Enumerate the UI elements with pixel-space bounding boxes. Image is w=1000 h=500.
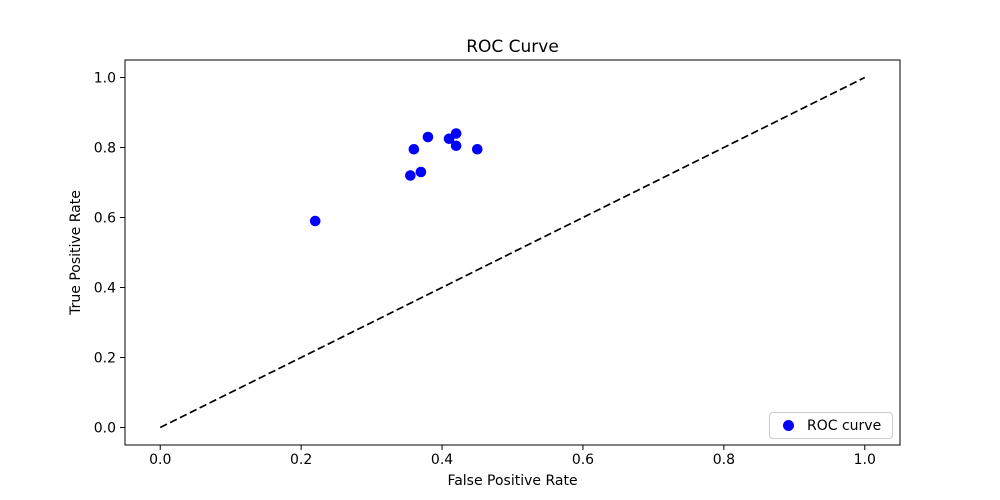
chart-title: ROC Curve — [466, 37, 559, 57]
y-tick-label: 0.0 — [94, 421, 116, 437]
x-tick-label: 0.6 — [572, 452, 594, 468]
scatter-point — [309, 215, 321, 227]
y-tick-label: 0.6 — [94, 211, 116, 227]
plot-content: 0.0 0.2 0.4 0.6 0.8 1.0 0.0 0.2 0.4 0.6 0.8 1.0 — [94, 59, 901, 468]
x-tick-label: 0.2 — [290, 452, 312, 468]
x-tick-label: 0.8 — [713, 452, 735, 468]
y-tick-label: 0.4 — [94, 281, 116, 297]
scatter-point — [415, 166, 427, 178]
x-tick-label: 1.0 — [854, 452, 876, 468]
x-tick-label: 0.0 — [149, 452, 171, 468]
y-axis-label: True Positive Rate — [68, 190, 84, 316]
scatter-point — [405, 170, 416, 181]
legend: ROC curve — [769, 412, 894, 439]
scatter-point — [408, 143, 420, 155]
scatter-point — [450, 140, 462, 152]
scatter-point — [422, 131, 434, 143]
legend-marker-dot-icon — [783, 420, 794, 431]
chance-diagonal-line — [159, 76, 866, 429]
scatter-point — [450, 128, 462, 139]
legend-label: ROC curve — [807, 417, 882, 434]
x-tick-label: 0.4 — [431, 452, 453, 468]
y-tick-label: 1.0 — [94, 71, 116, 87]
scatter-point — [471, 143, 483, 155]
axes-spines — [124, 59, 901, 446]
y-tick-label: 0.8 — [94, 141, 116, 157]
x-axis-label: False Positive Rate — [447, 473, 577, 489]
y-tick-label: 0.2 — [94, 351, 116, 367]
